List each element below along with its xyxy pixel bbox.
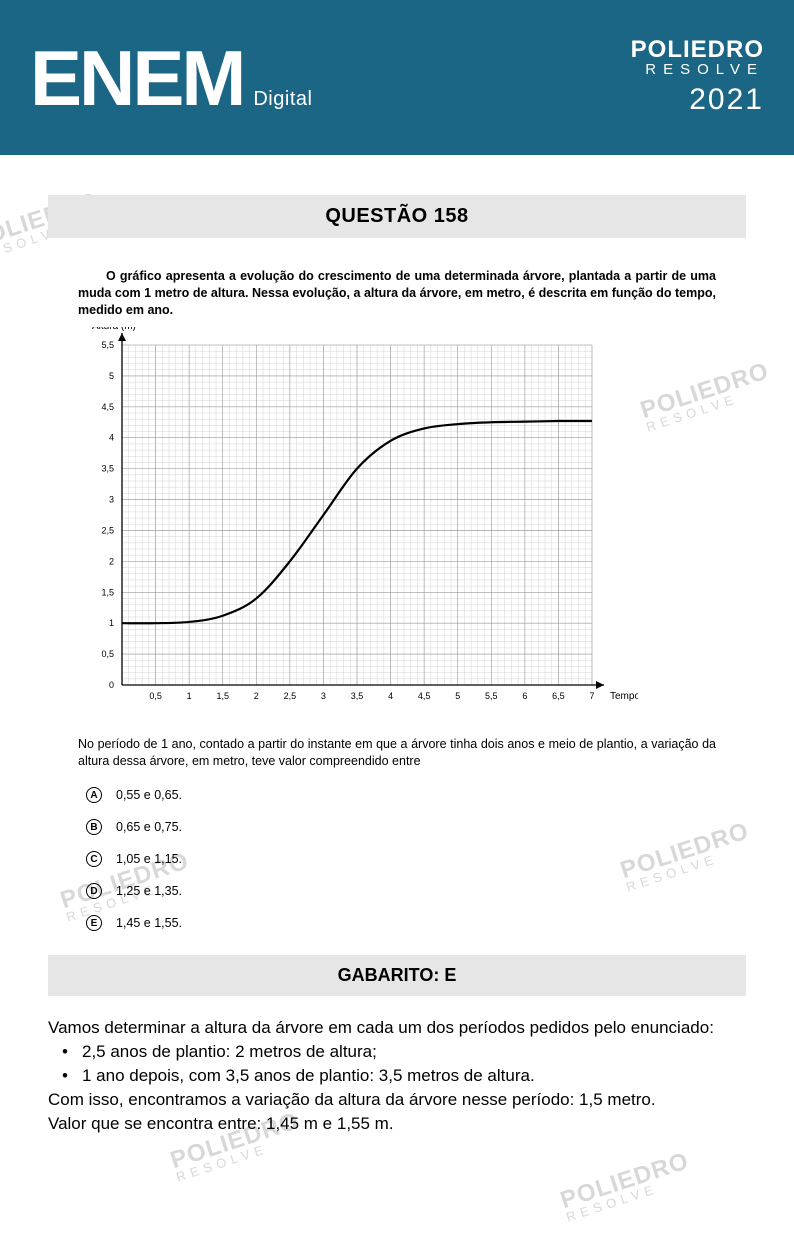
option-letter: C [86,851,102,867]
option-text: 1,25 e 1,35. [116,884,182,898]
svg-text:3,5: 3,5 [101,463,114,473]
answer-bar: GABARITO: E [48,955,746,996]
option-b: B 0,65 e 0,75. [86,819,716,835]
question-intro-text: O gráfico apresenta a evolução do cresci… [78,269,716,317]
svg-text:2: 2 [109,556,114,566]
svg-text:Altura (m): Altura (m) [92,327,136,332]
option-text: 1,45 e 1,55. [116,916,182,930]
question-title-bar: QUESTÃO 158 [48,195,746,238]
svg-text:4,5: 4,5 [101,401,114,411]
option-a: A 0,55 e 0,65. [86,787,716,803]
poliedro-logo: POLIEDRO RESOLVE 2021 [631,38,764,117]
svg-text:6,5: 6,5 [552,691,565,701]
svg-text:5,5: 5,5 [101,340,114,350]
poliedro-year: 2021 [631,83,764,117]
svg-text:1,5: 1,5 [216,691,229,701]
question-body: O gráfico apresenta a evolução do cresci… [48,268,746,931]
question-followup: No período de 1 ano, contado a partir do… [78,736,716,770]
enem-logo: ENEM Digital [30,39,312,117]
solution-bullet: 2,5 anos de plantio: 2 metros de altura; [68,1040,746,1064]
option-text: 1,05 e 1,15. [116,852,182,866]
options-list: A 0,55 e 0,65. B 0,65 e 0,75. C 1,05 e 1… [78,787,716,931]
chart-svg: 0,5 1 1,5 2 2,5 3 3,5 4 4,5 5 5,5 6 6,5 7 0 0,5 1 1,5 2 2,5… [78,327,638,717]
option-text: 0,65 e 0,75. [116,820,182,834]
svg-text:0,5: 0,5 [149,691,162,701]
solution-text: Vamos determinar a altura da árvore em c… [48,1016,746,1135]
poliedro-sub: RESOLVE [631,62,764,79]
svg-text:4: 4 [388,691,393,701]
question-intro: O gráfico apresenta a evolução do cresci… [78,268,716,319]
enem-logo-text: ENEM [30,39,243,117]
svg-text:5: 5 [109,371,114,381]
svg-text:1,5: 1,5 [101,587,114,597]
option-letter: A [86,787,102,803]
svg-text:4,5: 4,5 [418,691,431,701]
svg-text:1: 1 [109,618,114,628]
solution-line: Valor que se encontra entre: 1,45 m e 1,… [48,1112,746,1136]
svg-text:4: 4 [109,432,114,442]
option-letter: D [86,883,102,899]
svg-text:2,5: 2,5 [101,525,114,535]
answer-title: GABARITO: E [48,965,746,986]
svg-text:5,5: 5,5 [485,691,498,701]
svg-text:0: 0 [109,680,114,690]
svg-text:Tempo (ano): Tempo (ano) [610,691,638,702]
svg-text:2,5: 2,5 [284,691,297,701]
page-content: QUESTÃO 158 O gráfico apresenta a evoluç… [0,155,794,1135]
svg-text:6: 6 [522,691,527,701]
page-header: ENEM Digital POLIEDRO RESOLVE 2021 [0,0,794,155]
svg-text:2: 2 [254,691,259,701]
option-d: D 1,25 e 1,35. [86,883,716,899]
poliedro-brand: POLIEDRO [631,38,764,62]
option-e: E 1,45 e 1,55. [86,915,716,931]
solution-bullet: 1 ano depois, com 3,5 anos de plantio: 3… [68,1064,746,1088]
option-text: 0,55 e 0,65. [116,788,182,802]
enem-logo-sub: Digital [253,88,312,111]
question-title: QUESTÃO 158 [48,205,746,228]
growth-chart: 0,5 1 1,5 2 2,5 3 3,5 4 4,5 5 5,5 6 6,5 7 0 0,5 1 1,5 2 2,5… [78,327,638,722]
svg-text:5: 5 [455,691,460,701]
option-letter: B [86,819,102,835]
svg-text:0,5: 0,5 [101,649,114,659]
svg-text:7: 7 [589,691,594,701]
solution-line: Com isso, encontramos a variação da altu… [48,1088,746,1112]
option-c: C 1,05 e 1,15. [86,851,716,867]
option-letter: E [86,915,102,931]
watermark: POLIEDRORESOLVE [558,1150,695,1223]
svg-text:1: 1 [187,691,192,701]
svg-text:3: 3 [321,691,326,701]
svg-text:3: 3 [109,494,114,504]
solution-intro: Vamos determinar a altura da árvore em c… [48,1016,746,1040]
svg-text:3,5: 3,5 [351,691,364,701]
